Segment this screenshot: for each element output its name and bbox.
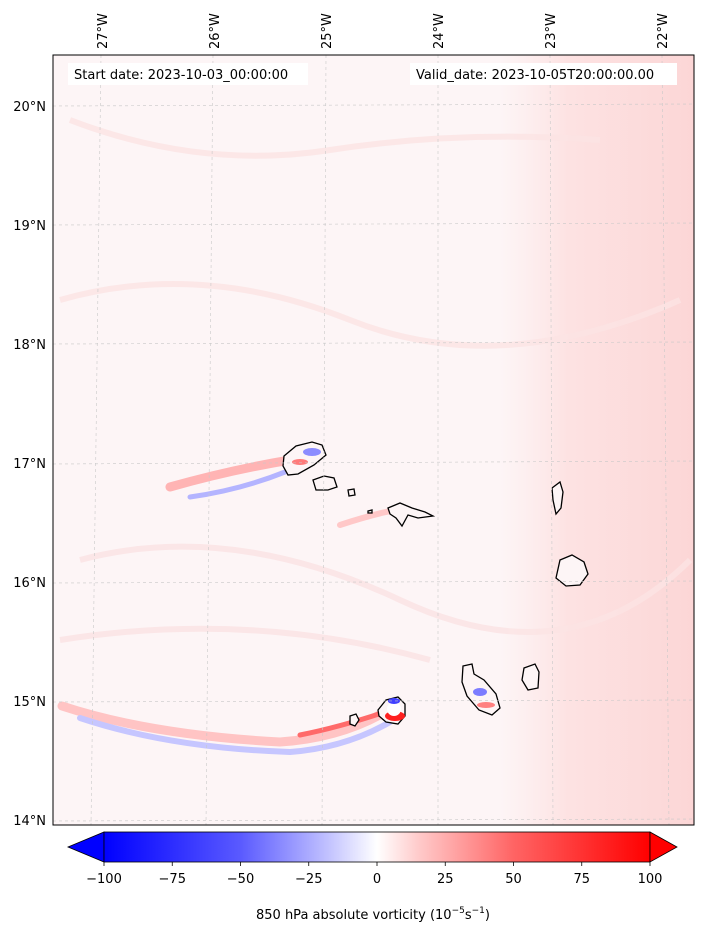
colorbar-title-part: 850 hPa absolute vorticity (10 (256, 908, 452, 923)
colorbar-tick-label: −100 (86, 872, 122, 887)
sao-antao-vort-red (292, 459, 308, 465)
lon-tick: 24°W (432, 13, 447, 49)
lat-tick: 14°N (13, 814, 46, 829)
colorbar-tick-label: 100 (638, 872, 663, 887)
wave-streaks (59, 117, 693, 663)
lat-tick: 18°N (13, 338, 46, 353)
islands (282, 441, 589, 727)
santiago-vort-red (477, 702, 495, 708)
graticule (53, 55, 694, 825)
lon-tick: 25°W (320, 13, 335, 49)
lon-tick-labels: 27°W 26°W 25°W 24°W 23°W 22°W (96, 13, 671, 49)
colorbar-ticks: −100 −75 −50 −25 0 25 50 75 100 (86, 862, 662, 887)
santiago-vort-blue (473, 688, 487, 696)
lat-tick: 16°N (13, 576, 46, 591)
island-branco (367, 509, 373, 514)
sao-antao-vort-blue (303, 448, 321, 456)
island-maio (521, 663, 540, 691)
start-label-bg (68, 63, 308, 85)
colorbar-tick-label: 0 (373, 872, 381, 887)
colorbar-tick-label: −50 (227, 872, 254, 887)
valid-date-label: Valid_date: 2023-10-05T20:00:00.00 (416, 68, 654, 83)
island-sal (551, 480, 564, 516)
colorbar-tick-label: 50 (505, 872, 522, 887)
lat-tick: 20°N (13, 100, 46, 115)
lon-tick: 27°W (96, 13, 111, 49)
colorbar-body (103, 831, 651, 863)
island-santa-luzia (347, 488, 356, 497)
island-sao-vicente (312, 475, 338, 491)
island-sao-nicolau (387, 502, 436, 528)
colorbar: −100 −75 −50 −25 0 25 50 75 100 850 hPa absolute… (66, 831, 678, 923)
south-wake (57, 701, 393, 756)
valid-label-bg (410, 63, 677, 85)
lon-tick: 26°W (208, 13, 223, 49)
colorbar-tick-label: −75 (159, 872, 186, 887)
lat-tick: 19°N (13, 219, 46, 234)
lat-tick-labels: 20°N 19°N 18°N 17°N 16°N 15°N 14°N (13, 100, 46, 829)
lat-tick: 17°N (13, 457, 46, 472)
fogo-vort-white (387, 702, 401, 716)
fogo-vort-blue (388, 698, 400, 704)
lat-tick: 15°N (13, 695, 46, 710)
colorbar-max-extend (649, 831, 678, 863)
island-brava (349, 713, 360, 727)
lon-tick: 22°W (656, 13, 671, 49)
colorbar-title: 850 hPa absolute vorticity (10−5s−1) (256, 906, 490, 923)
map-frame (52, 54, 695, 826)
colorbar-min-extend (66, 831, 105, 863)
east-vorticity-band (500, 55, 694, 825)
lon-tick: 23°W (544, 13, 559, 49)
map-field (53, 55, 694, 825)
colorbar-tick-label: 25 (437, 872, 454, 887)
colorbar-tick-label: −25 (295, 872, 322, 887)
island-boa-vista (555, 554, 589, 587)
start-date-label: Start date: 2023-10-03_00:00:00 (74, 68, 288, 83)
colorbar-title-exp: −1 (472, 906, 485, 916)
colorbar-tick-label: 75 (573, 872, 590, 887)
colorbar-title-exp: −5 (452, 906, 465, 916)
colorbar-title-part: ) (485, 908, 490, 923)
colorbar-title-part: s (465, 908, 472, 923)
